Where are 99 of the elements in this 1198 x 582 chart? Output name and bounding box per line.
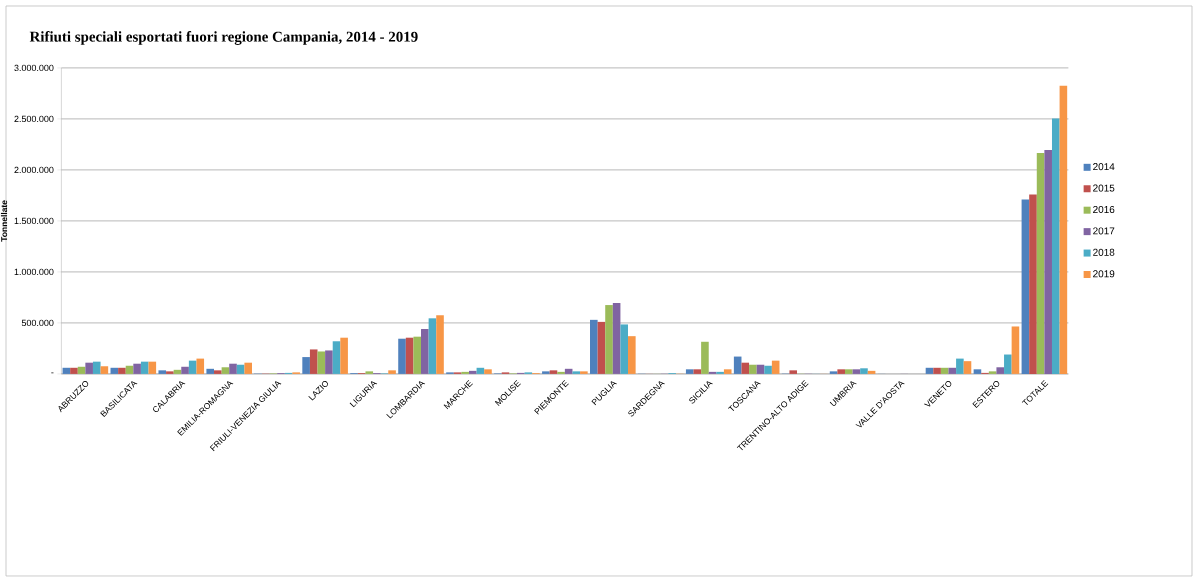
y-tick-label: 500.000 xyxy=(21,319,54,327)
bar xyxy=(77,366,86,374)
bar xyxy=(852,369,861,374)
bar xyxy=(542,371,550,374)
bar xyxy=(996,367,1005,374)
bar xyxy=(140,361,149,374)
bar xyxy=(1011,326,1020,374)
bar xyxy=(85,362,93,374)
legend-label: 2014 xyxy=(1093,163,1115,171)
bar xyxy=(723,369,732,374)
bar xyxy=(118,367,126,374)
legend-label: 2019 xyxy=(1093,270,1115,278)
bar xyxy=(948,367,957,374)
bar xyxy=(484,369,492,374)
bar xyxy=(701,341,709,374)
bar xyxy=(837,369,845,374)
bar xyxy=(741,362,750,374)
bar xyxy=(612,303,621,374)
bar xyxy=(605,305,613,374)
bar xyxy=(1029,194,1037,374)
bar xyxy=(70,367,78,374)
bar xyxy=(749,364,757,374)
bar xyxy=(1051,118,1060,374)
bar xyxy=(173,369,182,374)
bar xyxy=(844,369,853,374)
bar xyxy=(771,360,780,374)
bar xyxy=(188,360,197,374)
bar xyxy=(133,363,141,374)
bar xyxy=(468,370,477,374)
chart-title: Rifiuti speciali esportati fuori regione Campania, 2014 - 2019 xyxy=(29,31,418,45)
bar xyxy=(325,350,333,374)
bar xyxy=(590,319,598,374)
bar xyxy=(365,371,374,374)
bar xyxy=(963,361,972,374)
bar xyxy=(244,362,253,374)
bar xyxy=(620,324,629,374)
bar xyxy=(158,370,167,374)
y-tick-label: 2.000.000 xyxy=(14,166,54,174)
bar xyxy=(196,358,205,374)
y-tick-label: 1.000.000 xyxy=(14,268,54,276)
bar xyxy=(461,371,469,374)
bar xyxy=(317,351,326,374)
bar xyxy=(557,371,565,374)
bar xyxy=(789,370,798,374)
bar xyxy=(693,369,702,374)
bar xyxy=(1021,199,1030,374)
bar xyxy=(332,341,341,374)
bar xyxy=(597,321,606,374)
legend-label: 2016 xyxy=(1093,205,1115,214)
bar xyxy=(421,329,429,374)
y-tick-label: - xyxy=(51,372,54,374)
bar xyxy=(1044,150,1052,374)
bar xyxy=(166,371,174,374)
bar xyxy=(716,371,724,374)
bar xyxy=(428,318,437,374)
bar xyxy=(829,371,838,374)
y-tick-label: 2.500.000 xyxy=(14,115,54,123)
bar xyxy=(733,356,742,374)
bar xyxy=(229,363,237,374)
y-tick-label: 3.000.000 xyxy=(14,64,54,72)
bar xyxy=(181,366,189,374)
bar xyxy=(309,349,318,374)
bar xyxy=(206,368,215,374)
bar xyxy=(764,365,772,374)
bar xyxy=(100,366,109,374)
bar xyxy=(340,337,348,374)
bar xyxy=(549,370,558,374)
bar xyxy=(1059,85,1068,374)
bar xyxy=(867,370,876,374)
bar xyxy=(1004,354,1012,374)
bar xyxy=(405,337,414,374)
y-axis-title: Tonnellate xyxy=(0,200,8,242)
bar xyxy=(413,336,422,374)
bar xyxy=(973,369,982,374)
y-tick-label: 1.500.000 xyxy=(14,217,54,225)
bar xyxy=(302,357,310,374)
bar xyxy=(436,315,444,374)
bar xyxy=(988,371,997,374)
bar xyxy=(756,364,765,374)
bar xyxy=(236,364,245,374)
bar xyxy=(398,338,406,374)
legend-label: 2017 xyxy=(1093,227,1115,235)
bar xyxy=(221,367,230,374)
bar xyxy=(628,336,636,374)
bar xyxy=(956,358,964,374)
bar xyxy=(148,361,157,374)
bar xyxy=(572,371,581,374)
legend-label: 2018 xyxy=(1093,248,1115,256)
bar xyxy=(1036,153,1045,374)
bar xyxy=(564,368,573,374)
bar xyxy=(860,368,868,374)
bar xyxy=(685,369,694,374)
legend-label: 2015 xyxy=(1093,184,1115,192)
bar xyxy=(214,370,222,374)
bar xyxy=(388,370,396,374)
bar xyxy=(125,365,134,374)
bar xyxy=(933,367,941,374)
bar xyxy=(580,371,588,374)
bar xyxy=(92,361,101,374)
